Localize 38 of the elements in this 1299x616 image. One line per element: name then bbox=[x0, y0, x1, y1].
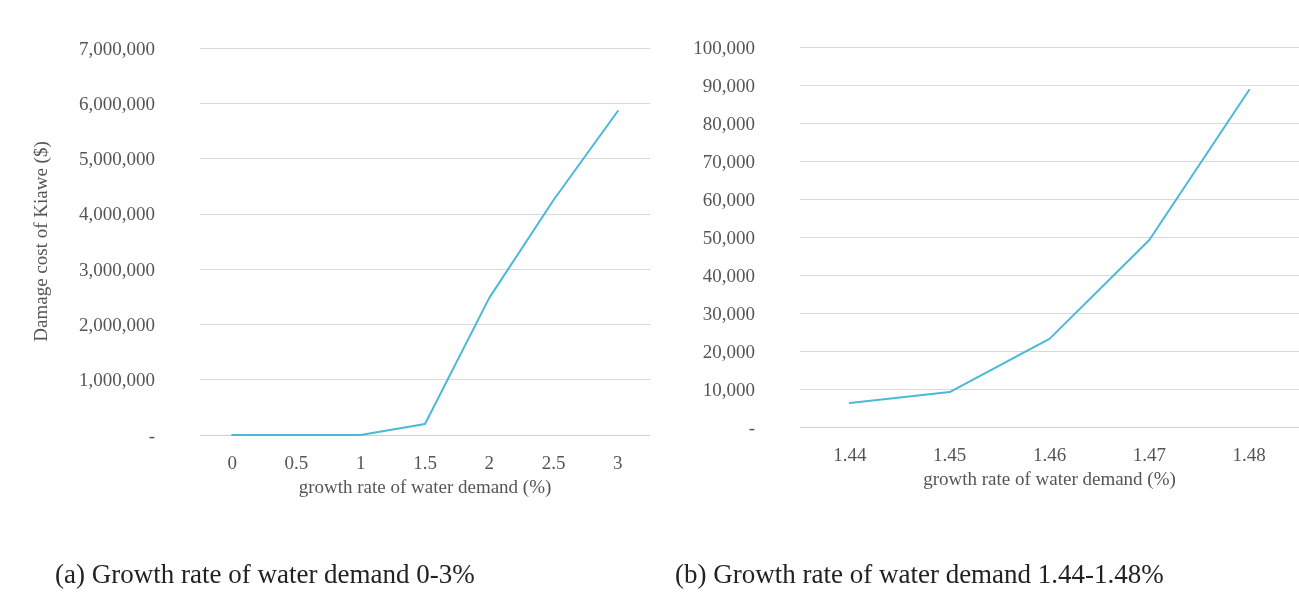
y-tick-label: 90,000 bbox=[702, 74, 755, 96]
x-tick-label: 1.45 bbox=[933, 444, 967, 465]
y-tick-label: 1,000,000 bbox=[79, 369, 155, 391]
y-tick-label: 70,000 bbox=[702, 150, 755, 172]
x-tick-label: 2.5 bbox=[541, 452, 566, 473]
line-series bbox=[231, 110, 619, 436]
y-tick-label: 6,000,000 bbox=[79, 92, 155, 114]
y-tick-label: 20,000 bbox=[702, 340, 755, 362]
x-tick-label: 1.5 bbox=[413, 452, 437, 473]
x-tick-label: 1.48 bbox=[1232, 444, 1266, 465]
y-tick-label: 2,000,000 bbox=[79, 313, 155, 335]
x-tick-label: 0 bbox=[227, 452, 237, 473]
y-tick-label: 3,000,000 bbox=[79, 258, 155, 280]
y-tick-label: 60,000 bbox=[702, 188, 755, 210]
x-tick-label: 1 bbox=[355, 452, 366, 473]
y-tick-label: 7,000,000 bbox=[79, 37, 155, 59]
x-axis-title: growth rate of water demand (%) bbox=[298, 475, 552, 498]
y-tick-label: - bbox=[748, 416, 755, 438]
x-axis-title: growth rate of water demand (%) bbox=[923, 467, 1176, 490]
x-tick-label: 0.5 bbox=[284, 452, 309, 473]
line-series bbox=[848, 88, 1251, 405]
x-tick-label: 1.46 bbox=[1032, 444, 1067, 465]
x-tick-label: 1.47 bbox=[1132, 444, 1166, 465]
x-tick-label: 1.44 bbox=[833, 444, 868, 465]
y-tick-label: 100,000 bbox=[693, 36, 755, 58]
y-tick-label: - bbox=[148, 424, 155, 446]
y-tick-label: 5,000,000 bbox=[79, 148, 155, 170]
x-tick-label: 3 bbox=[613, 452, 623, 473]
y-tick-label: 30,000 bbox=[702, 302, 755, 324]
y-tick-label: 10,000 bbox=[702, 378, 755, 400]
y-tick-label: 40,000 bbox=[702, 264, 755, 286]
x-tick-label: 2 bbox=[484, 452, 495, 473]
y-tick-label: 4,000,000 bbox=[79, 203, 155, 225]
y-tick-label: 50,000 bbox=[702, 226, 755, 248]
y-axis-title: Damage cost of Kiawe ($) bbox=[30, 141, 52, 342]
y-tick-label: 80,000 bbox=[702, 112, 755, 134]
text: (b) Growth rate of water demand 1.44-1.48% bbox=[675, 558, 1164, 589]
text: (a) Growth rate of water demand 0-3% bbox=[55, 558, 475, 589]
